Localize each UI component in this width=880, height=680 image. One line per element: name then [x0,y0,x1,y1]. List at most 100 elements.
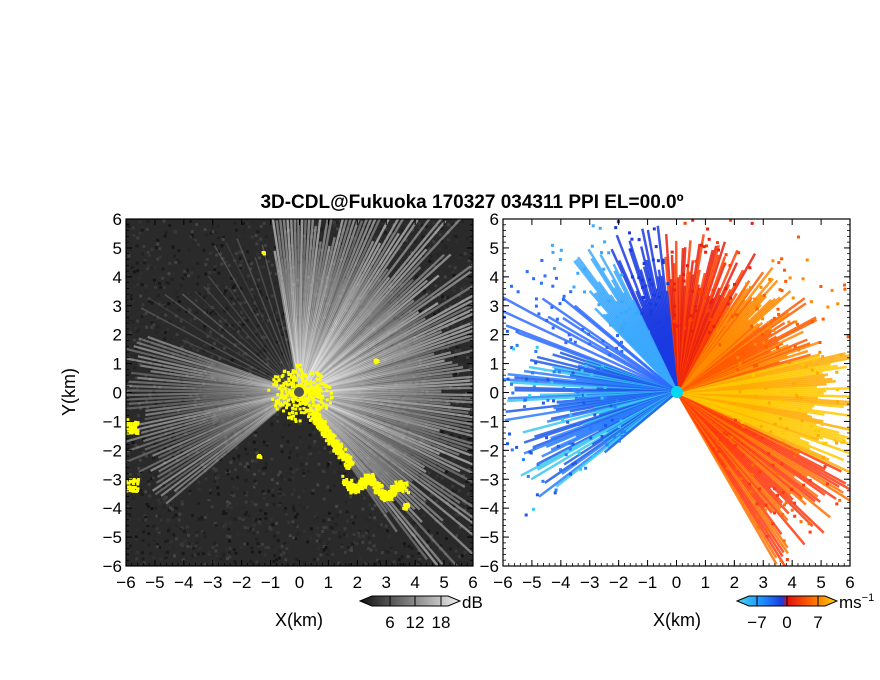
saturation-pixel [339,443,343,447]
velocity-pixel [598,226,602,230]
saturation-pixel [294,411,298,415]
saturation-pixel [350,488,354,492]
noise-speck [129,219,133,223]
noise-speck [228,521,232,525]
noise-speck [235,228,239,232]
saturation-pixel [326,385,330,389]
velocity-pixel [858,394,861,397]
saturation-pixel [324,404,328,408]
noise-speck [169,502,173,506]
velocity-pixel [745,282,749,286]
saturation-pixel [403,506,407,510]
noise-speck [328,511,331,515]
noise-speck [217,292,221,296]
noise-speck [150,266,154,270]
velocity-pixel [573,340,577,344]
noise-speck [144,516,148,520]
saturation-pixel [292,374,296,378]
noise-speck [454,231,457,235]
saturation-pixel [131,479,135,483]
noise-speck [264,517,268,521]
velocity-pixel [546,398,550,402]
noise-speck [255,451,259,455]
noise-speck [439,494,443,498]
velocity-pixel [618,425,621,428]
saturation-pixel [308,393,311,397]
noise-speck [411,228,415,232]
noise-speck [204,293,208,297]
saturation-pixel [287,373,291,376]
noise-speck [128,307,131,311]
noise-speck [426,556,430,560]
noise-speck [138,231,142,235]
noise-speck [426,523,430,527]
velocity-pixel [650,282,654,286]
noise-speck [454,354,458,358]
noise-speck [214,549,218,553]
velocity-pixel [768,277,772,281]
velocity-pixel [793,454,797,458]
noise-speck [467,437,471,441]
velocity-pixel [717,207,720,210]
noise-speck [195,310,199,314]
velocity-pixel [836,302,840,306]
noise-speck [453,285,456,289]
velocity-pixel [498,404,501,407]
velocity-pixel [600,367,603,371]
noise-speck [343,551,347,554]
noise-speck [453,530,457,534]
noise-speck [216,236,220,239]
noise-speck [435,517,439,520]
noise-speck [452,273,456,277]
velocity-pixel [568,447,572,451]
noise-speck [394,551,398,555]
velocity-pixel [799,520,803,524]
noise-speck [265,296,269,300]
noise-speck [175,333,179,336]
noise-speck [173,525,177,529]
noise-speck [376,525,380,529]
noise-speck [127,254,131,258]
noise-speck [208,271,212,275]
saturation-pixel [357,482,361,486]
saturation-pixel [301,372,305,376]
noise-speck [435,531,439,535]
noise-speck [450,458,454,462]
noise-speck [249,560,253,564]
saturation-pixel [394,480,398,484]
noise-speck [195,541,199,545]
saturation-pixel [322,435,326,438]
noise-speck [414,526,418,530]
velocity-pixel [536,463,540,467]
noise-speck [255,248,259,252]
noise-speck [289,467,293,471]
noise-speck [283,423,287,427]
noise-speck [290,492,294,496]
noise-speck [456,561,460,565]
noise-speck [200,532,204,536]
noise-speck [237,351,241,355]
noise-speck [224,557,227,560]
noise-speck [163,446,167,450]
noise-speck [278,459,282,463]
noise-speck [180,319,183,323]
noise-speck [168,526,172,530]
velocity-pixel [685,264,689,268]
saturation-pixel [280,388,284,392]
noise-speck [234,551,238,555]
noise-speck [401,285,405,289]
velocity-pixel [787,360,791,364]
saturation-pixel [310,416,314,420]
saturation-pixel [363,485,367,489]
velocity-pixel [628,231,631,235]
noise-speck [317,534,321,537]
noise-speck [364,531,368,535]
noise-speck [267,546,271,550]
noise-speck [206,287,210,291]
noise-speck [143,395,147,399]
noise-speck [427,247,431,251]
noise-speck [157,514,161,518]
noise-speck [321,550,325,554]
noise-speck [417,557,421,561]
noise-speck [411,537,415,541]
